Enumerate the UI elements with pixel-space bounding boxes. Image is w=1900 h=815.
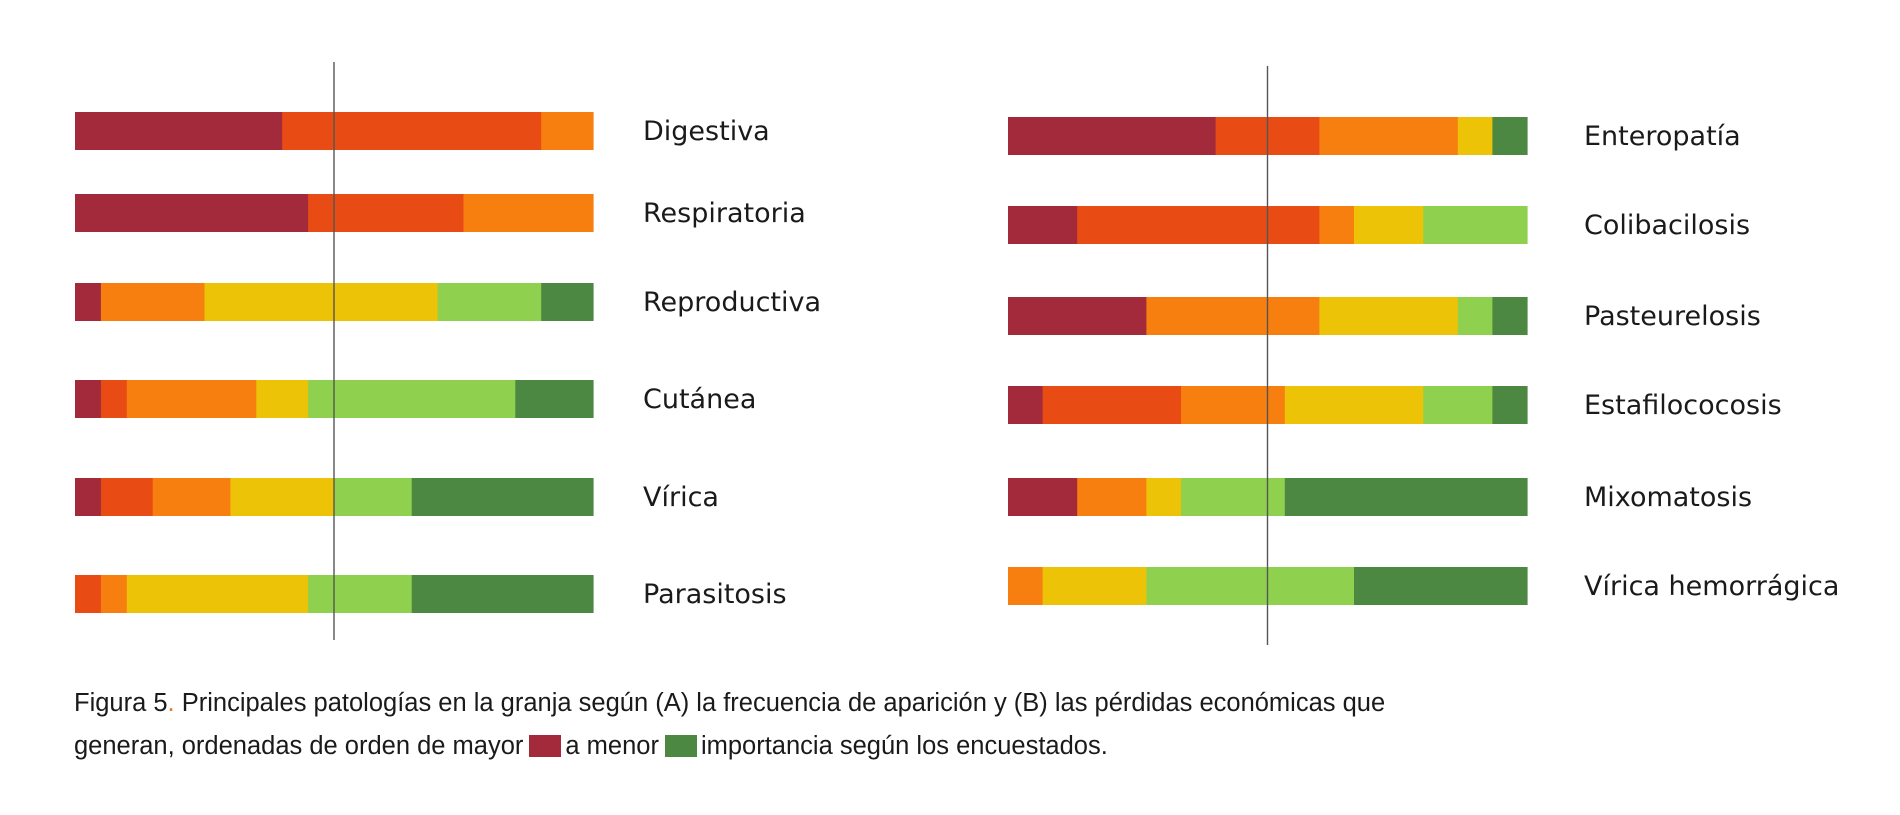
bar-segment-4 — [1042, 567, 1147, 605]
legend-swatch-mayor — [529, 735, 562, 757]
bar-segment-3 — [100, 283, 206, 321]
category-label: Enteropatía — [1584, 121, 1741, 152]
bar-segment-1 — [1008, 478, 1078, 516]
bar-segment-1 — [1008, 297, 1147, 335]
legend-swatch-menor — [664, 735, 697, 757]
bar-segment-2 — [1042, 386, 1182, 424]
bar-segment-3 — [1319, 206, 1355, 244]
bar-segment-2 — [308, 194, 465, 232]
category-label: Colibacilosis — [1584, 210, 1750, 241]
category-label: Pasteurelosis — [1584, 301, 1761, 332]
bar-segment-3 — [100, 575, 128, 613]
bar-segment-4 — [230, 478, 335, 516]
bar-segment-4 — [126, 575, 309, 613]
bar-segment-3 — [126, 380, 257, 418]
caption-dot: . — [167, 689, 175, 717]
bar-segment-1 — [1008, 206, 1078, 244]
chart-panel-a: Digestiva Respiratoria Reproductiva Cutánea… — [75, 62, 821, 640]
bar-segment-6 — [1284, 478, 1528, 516]
bar-segment-5 — [1181, 478, 1286, 516]
bar-segment-3 — [1146, 297, 1320, 335]
bar-segment-1 — [75, 283, 102, 321]
bar-segment-6 — [1354, 567, 1528, 605]
chart-panel-b: Enteropatía Colibacilosis Pasteurelosis Est… — [1008, 66, 1839, 645]
bar-segment-2 — [1077, 206, 1320, 244]
bar-segment-6 — [515, 380, 594, 418]
bar-segment-4 — [1457, 117, 1493, 155]
bar-segment-5 — [308, 575, 413, 613]
bar-segment-1 — [75, 380, 102, 418]
bar-segment-6 — [1492, 386, 1528, 424]
bar-segment-1 — [1008, 386, 1044, 424]
bar-segment-4 — [1354, 206, 1424, 244]
bar-segment-3 — [1008, 567, 1044, 605]
caption-text-4: importancia según los encuestados. — [700, 732, 1108, 760]
caption-text-3: a menor — [565, 732, 659, 760]
bar-segment-1 — [75, 478, 102, 516]
bar-segment-2 — [100, 478, 154, 516]
caption-figure-number: Figura 5 — [74, 689, 168, 717]
bar-segment-1 — [75, 194, 309, 232]
bar-segment-6 — [1492, 297, 1528, 335]
charts-figure: Digestiva Respiratoria Reproductiva Cutánea… — [75, 62, 1839, 645]
bar-segment-5 — [1423, 206, 1528, 244]
caption-line-2: generan, ordenadas de orden de mayor a me… — [74, 725, 1574, 768]
bar-segment-5 — [308, 380, 516, 418]
category-label: Estafilococosis — [1584, 390, 1782, 421]
bar-segment-3 — [541, 112, 594, 150]
category-label: Reproductiva — [643, 287, 821, 318]
bar-segment-2 — [100, 380, 128, 418]
bar-segment-2 — [282, 112, 542, 150]
bar-segment-5 — [1423, 386, 1493, 424]
category-label: Vírica — [643, 482, 719, 513]
bar-segment-4 — [1319, 297, 1459, 335]
figure-caption: Figura 5. Principales patologías en la g… — [74, 682, 1574, 768]
bar-segment-3 — [1319, 117, 1459, 155]
bar-segment-1 — [75, 112, 283, 150]
bar-segment-6 — [1492, 117, 1528, 155]
bar-segment-6 — [541, 283, 594, 321]
bar-segment-5 — [1146, 567, 1355, 605]
category-label: Digestiva — [643, 116, 770, 147]
bar-segment-5 — [1457, 297, 1493, 335]
bar-segment-5 — [334, 478, 413, 516]
category-label: Parasitosis — [643, 579, 787, 610]
bar-segment-2 — [75, 575, 102, 613]
category-label: Mixomatosis — [1584, 482, 1752, 513]
category-label: Cutánea — [643, 384, 756, 415]
caption-text-1: Principales patologías en la granja segú… — [174, 689, 1386, 717]
bar-segment-1 — [1008, 117, 1217, 155]
bar-segment-4 — [1146, 478, 1182, 516]
bar-segment-4 — [1284, 386, 1424, 424]
category-label: Respiratoria — [643, 198, 806, 229]
bar-segment-4 — [256, 380, 309, 418]
caption-text-2: generan, ordenadas de orden de mayor — [74, 732, 524, 760]
bar-segment-4 — [204, 283, 439, 321]
category-label: Vírica hemorrágica — [1584, 571, 1839, 602]
bar-segment-3 — [1181, 386, 1286, 424]
bar-segment-6 — [411, 575, 594, 613]
bar-segment-3 — [152, 478, 231, 516]
bar-segment-5 — [437, 283, 542, 321]
bar-segment-3 — [463, 194, 594, 232]
caption-line-1: Figura 5. Principales patologías en la g… — [74, 682, 1574, 725]
bar-segment-6 — [411, 478, 594, 516]
bar-segment-3 — [1077, 478, 1147, 516]
